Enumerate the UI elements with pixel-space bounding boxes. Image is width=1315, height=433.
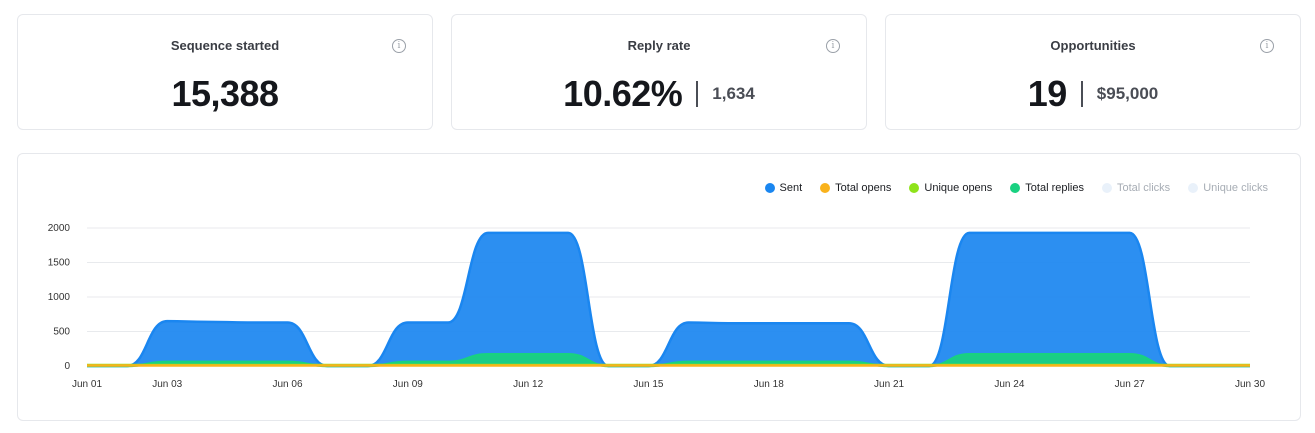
x-tick-label: Jun 12 xyxy=(513,379,543,390)
x-tick-label: Jun 15 xyxy=(633,379,663,390)
legend-item-total-clicks[interactable]: Total clicks xyxy=(1102,182,1170,194)
x-tick-label: Jun 18 xyxy=(754,379,784,390)
y-tick-label: 0 xyxy=(64,361,70,372)
legend-dot xyxy=(1010,183,1021,193)
y-tick-label: 1000 xyxy=(48,292,71,303)
stat-subvalue: 1,634 xyxy=(712,84,755,103)
series-sent-line xyxy=(87,231,1250,368)
legend-label: Total clicks xyxy=(1117,182,1171,194)
stat-row: 15,388 xyxy=(18,73,432,115)
stat-title: Sequence started xyxy=(170,38,280,53)
legend-label: Unique clicks xyxy=(1203,182,1268,194)
legend-item-sent[interactable]: Sent xyxy=(764,182,803,194)
x-tick-label: Jun 06 xyxy=(273,379,303,390)
stat-value: 19 xyxy=(1027,73,1068,114)
x-tick-label: Jun 09 xyxy=(393,379,423,390)
stat-divider xyxy=(696,81,699,107)
stat-title: Reply rate xyxy=(627,38,691,53)
stat-title: Opportunities xyxy=(1050,38,1136,53)
legend-label: Total replies xyxy=(1025,182,1084,194)
stat-value: 10.62% xyxy=(563,73,683,114)
x-tick-label: Jun 30 xyxy=(1235,379,1265,390)
chart-legend: Sent Total opens Unique opens Total repl… xyxy=(764,182,1268,194)
info-icon[interactable]: i xyxy=(826,39,840,53)
y-tick-label: 500 xyxy=(53,327,70,338)
area-chart: 0 500 1000 1500 2000 Jun 01 Jun 03 Jun 06 Jun 09… xyxy=(48,223,1266,390)
x-tick-label: Jun 27 xyxy=(1115,379,1145,390)
legend-dot xyxy=(764,183,775,193)
legend-dot xyxy=(1188,183,1199,193)
stat-subvalue: $95,000 xyxy=(1096,84,1159,103)
legend-item-total-opens[interactable]: Total opens xyxy=(820,182,891,194)
stat-row: 10.62% 1,634 xyxy=(452,73,866,115)
stat-value: 15,388 xyxy=(171,73,279,114)
legend-label: Sent xyxy=(779,182,803,194)
legend-item-unique-opens[interactable]: Unique opens xyxy=(909,182,992,194)
x-tick-label: Jun 24 xyxy=(994,379,1024,390)
legend-dot xyxy=(820,183,831,193)
legend-label: Unique opens xyxy=(924,182,993,194)
legend-label: Total opens xyxy=(835,182,892,194)
stat-divider xyxy=(1080,81,1083,107)
legend-dot xyxy=(1102,183,1112,193)
series-sent-area xyxy=(87,232,1250,366)
legend-dot xyxy=(909,183,920,193)
x-tick-label: Jun 01 xyxy=(72,379,102,390)
y-tick-label: 2000 xyxy=(48,223,71,234)
stat-card-opportunities: Opportunities i 19 $95,000 xyxy=(885,14,1301,130)
info-icon[interactable]: i xyxy=(1260,39,1274,53)
legend-item-unique-clicks[interactable]: Unique clicks xyxy=(1188,182,1268,194)
stat-row: 19 $95,000 xyxy=(886,73,1300,115)
activity-chart-card: Sent Total opens Unique opens Total repl… xyxy=(17,153,1301,421)
series-total-replies-area xyxy=(87,354,1250,366)
info-icon[interactable]: i xyxy=(392,39,406,53)
y-tick-label: 1500 xyxy=(48,258,71,269)
stat-card-sequence-started: Sequence started i 15,388 xyxy=(17,14,433,130)
legend-item-total-replies[interactable]: Total replies xyxy=(1010,182,1084,194)
stat-card-reply-rate: Reply rate i 10.62% 1,634 xyxy=(451,14,867,130)
x-tick-label: Jun 21 xyxy=(874,379,904,390)
x-tick-label: Jun 03 xyxy=(152,379,182,390)
